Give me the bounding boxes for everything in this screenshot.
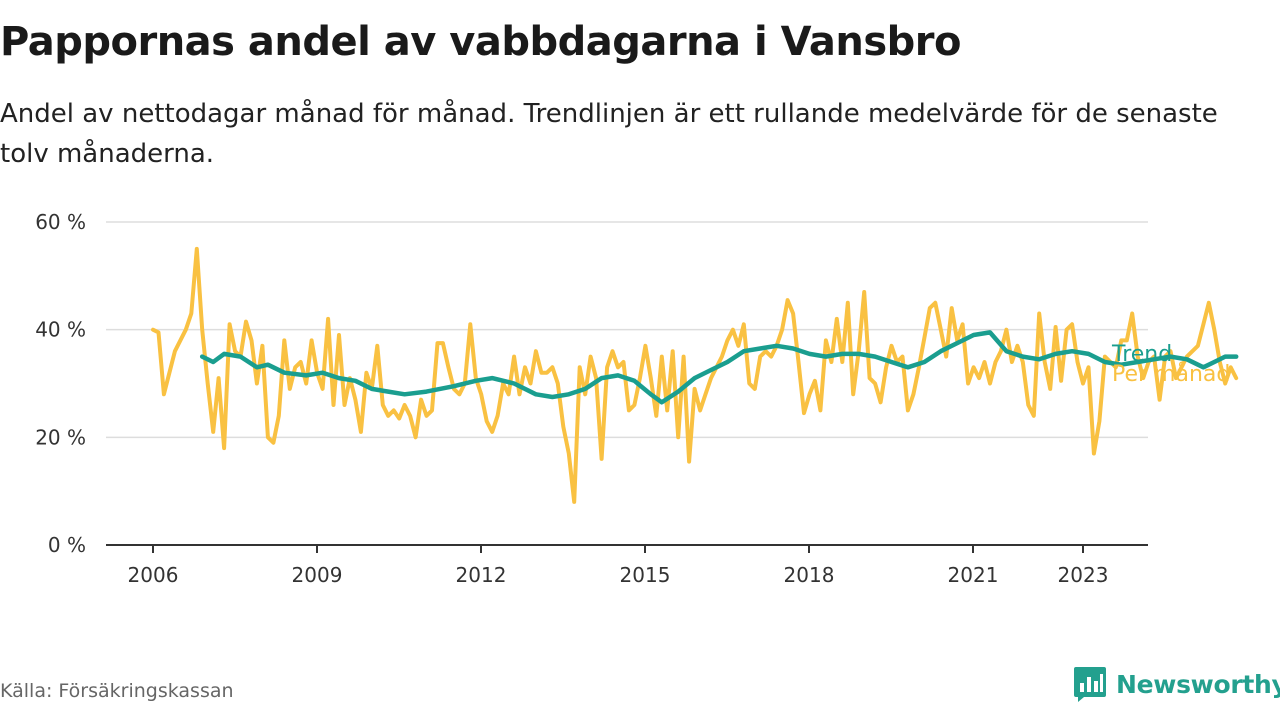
brand-name: Newsworthy (1116, 669, 1280, 699)
chart-subtitle: Andel av nettodagar månad för månad. Tre… (0, 99, 1218, 169)
y-tick-label: 40 % (35, 318, 86, 342)
y-tick-label: 60 % (35, 210, 86, 234)
x-tick-label: 2015 (620, 563, 671, 587)
x-tick-label: 2009 (292, 563, 343, 587)
trend-line (199, 330, 1239, 405)
brand-logo: Newsworthy (1072, 664, 1280, 704)
y-tick-label: 20 % (35, 425, 86, 449)
series-lines (151, 246, 1239, 504)
x-tick-label: 2006 (128, 563, 179, 587)
monthly-line (151, 246, 1239, 504)
y-tick-label: 0 % (48, 533, 86, 557)
grid-lines (106, 221, 1148, 439)
bar-chart-logo-icon (1074, 667, 1106, 702)
x-axis (106, 544, 1148, 553)
line-chart: 0 % 20 % 40 % 60 % 2006 2009 2012 2015 2018 2021… (35, 210, 1239, 587)
y-axis-labels: 0 % 20 % 40 % 60 % (35, 210, 86, 557)
legend-monthly: Per månad (1112, 361, 1230, 387)
x-tick-label: 2021 (948, 563, 999, 587)
x-tick-label: 2018 (784, 563, 835, 587)
x-axis-labels: 2006 2009 2012 2015 2018 2021 2023 (128, 563, 1109, 587)
legend-trend: Trend (1111, 342, 1172, 367)
x-tick-label: 2023 (1058, 563, 1109, 587)
x-tick-label: 2012 (456, 563, 507, 587)
chart-title: Pappornas andel av vabbdagarna i Vansbro (0, 19, 962, 65)
source-note: Källa: Försäkringskassan (0, 680, 234, 702)
